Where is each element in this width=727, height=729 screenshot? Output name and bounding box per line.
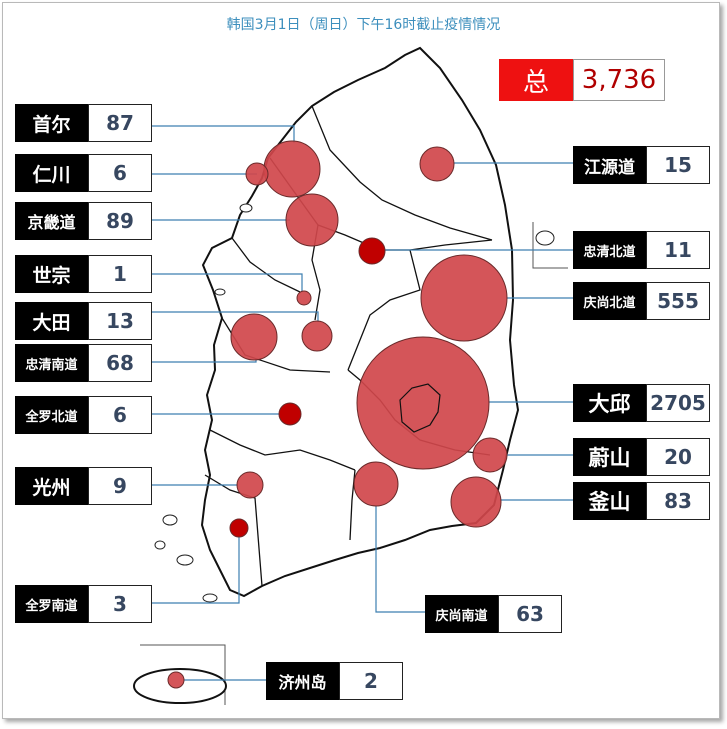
region-value: 11 <box>646 231 710 269</box>
region-name: 庆尚南道 <box>425 595 498 633</box>
region-name: 大邱 <box>573 384 646 422</box>
bubble-ulsan <box>472 437 508 473</box>
bubble-busan <box>450 476 502 528</box>
bubble-gwangju <box>236 471 264 499</box>
region-label-daejeon: 大田 13 <box>15 302 152 340</box>
region-value: 89 <box>88 202 152 240</box>
region-label-gyeongbuk: 庆尚北道 555 <box>573 282 710 320</box>
region-value: 68 <box>88 344 152 382</box>
region-label-chungbuk: 忠清北道 11 <box>573 231 710 269</box>
page-title: 韩国3月1日（周日）下午16时截止疫情情况 <box>226 17 501 33</box>
bubble-gyeongnam <box>353 461 399 507</box>
total-box: 总 3,736 <box>499 59 665 101</box>
region-name: 世宗 <box>15 255 88 293</box>
region-value: 83 <box>646 482 710 520</box>
islands <box>154 203 555 603</box>
region-label-gwangju: 光州 9 <box>15 467 152 505</box>
region-value: 9 <box>88 467 152 505</box>
region-value: 6 <box>88 396 152 434</box>
bubble-seoul <box>263 140 321 198</box>
region-name: 京畿道 <box>15 202 88 240</box>
bubble-jeju <box>167 671 185 689</box>
region-name: 大田 <box>15 302 88 340</box>
leader-line-gyeongnam <box>375 506 425 613</box>
region-value: 2705 <box>646 384 710 422</box>
region-name: 江源道 <box>573 146 646 184</box>
region-value: 20 <box>646 438 710 476</box>
region-label-jeonnam: 全罗南道 3 <box>15 585 152 623</box>
region-label-sejong: 世宗 1 <box>15 255 152 293</box>
region-label-gyeongnam: 庆尚南道 63 <box>425 595 562 633</box>
region-name: 忠清南道 <box>15 344 88 382</box>
region-value: 63 <box>498 595 562 633</box>
region-label-seoul: 首尔 87 <box>15 104 152 142</box>
region-name: 蔚山 <box>573 438 646 476</box>
bubble-daegu <box>356 336 490 470</box>
bubble-daejeon <box>301 320 333 352</box>
region-value: 6 <box>88 154 152 192</box>
leader-line-sejong <box>151 273 303 292</box>
region-value: 15 <box>646 146 710 184</box>
region-name: 忠清北道 <box>573 231 646 269</box>
bubble-jeonnam <box>229 518 249 538</box>
region-name: 釜山 <box>573 482 646 520</box>
bubble-gangwon <box>419 146 455 182</box>
region-label-busan: 釜山 83 <box>573 482 710 520</box>
bubble-gyeongbuk <box>420 254 508 342</box>
region-value: 3 <box>88 585 152 623</box>
region-value: 13 <box>88 302 152 340</box>
region-value: 1 <box>88 255 152 293</box>
region-label-chungnam: 忠清南道 68 <box>15 344 152 382</box>
total-value: 3,736 <box>573 59 665 101</box>
region-name: 光州 <box>15 467 88 505</box>
total-label: 总 <box>499 59 573 101</box>
leader-line-jeonnam <box>151 537 240 604</box>
region-label-gyeonggi: 京畿道 89 <box>15 202 152 240</box>
daegu-outline <box>399 383 441 433</box>
bubble-sejong <box>296 290 312 306</box>
region-label-ulsan: 蔚山 20 <box>573 438 710 476</box>
leader-line-seoul <box>151 125 295 143</box>
region-name: 仁川 <box>15 154 88 192</box>
bubble-chungnam <box>230 313 278 361</box>
bubble-incheon <box>245 162 269 186</box>
leader-line-daejeon <box>151 311 319 322</box>
region-value: 87 <box>88 104 152 142</box>
region-name: 全罗南道 <box>15 585 88 623</box>
region-label-gangwon: 江源道 15 <box>573 146 710 184</box>
region-label-jeju: 济州岛 2 <box>266 662 403 700</box>
region-name: 首尔 <box>15 104 88 142</box>
region-name: 济州岛 <box>266 662 339 700</box>
region-name: 庆尚北道 <box>573 282 646 320</box>
region-label-jeonbuk: 全罗北道 6 <box>15 396 152 434</box>
region-value: 555 <box>646 282 710 320</box>
region-label-incheon: 仁川 6 <box>15 154 152 192</box>
region-value: 2 <box>339 662 403 700</box>
bubble-chungbuk <box>358 237 386 265</box>
bubble-gyeonggi <box>285 193 339 247</box>
region-name: 全罗北道 <box>15 396 88 434</box>
bubble-jeonbuk <box>278 402 302 426</box>
region-label-daegu: 大邱 2705 <box>573 384 710 422</box>
